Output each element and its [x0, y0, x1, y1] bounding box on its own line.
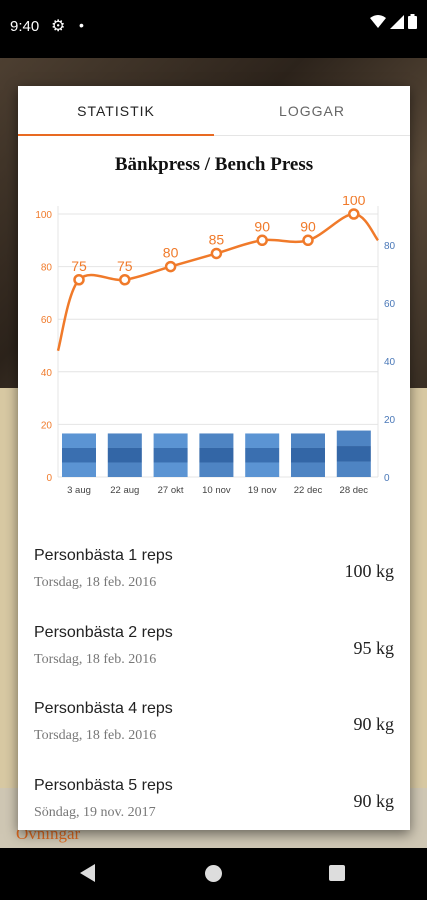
data-label: 75	[117, 258, 133, 274]
volume-bar-shade	[336, 430, 371, 477]
wifi-icon	[370, 14, 386, 28]
record-date: Torsdag, 18 feb. 2016	[34, 575, 157, 590]
left-axis-tick-label: 60	[41, 315, 53, 326]
x-axis-tick-label: 3 aug	[67, 485, 91, 496]
data-point	[348, 208, 360, 220]
status-time: 9:40	[10, 18, 40, 35]
data-label: 85	[209, 231, 225, 247]
right-axis-tick-label: 20	[384, 415, 396, 426]
battery-icon	[408, 14, 417, 29]
record-value: 100 kg	[344, 561, 395, 581]
tab-statistik[interactable]: STATISTIK	[77, 103, 155, 119]
data-label: 80	[163, 245, 179, 261]
data-label: 75	[71, 258, 87, 274]
volume-bar	[107, 462, 142, 477]
left-axis-tick-label: 0	[46, 473, 52, 484]
record-title: Personbästa 4 reps	[34, 700, 173, 717]
record-value: 90 kg	[353, 714, 395, 734]
x-axis-tick-label: 28 dec	[340, 485, 369, 496]
data-label: 90	[300, 218, 316, 234]
list-item[interactable]: Personbästa 2 reps Torsdag, 18 feb. 2016…	[18, 608, 410, 685]
status-icons	[370, 14, 417, 29]
data-point	[164, 260, 177, 273]
volume-bar	[336, 430, 371, 447]
tab-loggar[interactable]: LOGGAR	[279, 103, 345, 119]
volume-bar	[199, 433, 234, 448]
home-icon[interactable]	[205, 865, 222, 882]
volume-bar	[153, 447, 188, 463]
volume-bar	[245, 462, 280, 477]
volume-bar	[153, 462, 188, 477]
volume-bar	[107, 433, 142, 448]
x-axis-tick-label: 22 dec	[294, 485, 323, 496]
list-item[interactable]: Personbästa 5 reps Söndag, 19 nov. 2017 …	[18, 761, 410, 830]
volume-bar	[199, 462, 234, 477]
record-date: Torsdag, 18 feb. 2016	[34, 728, 157, 743]
x-axis-tick-label: 27 okt	[158, 485, 184, 496]
data-point	[210, 247, 223, 260]
volume-bar	[245, 433, 280, 448]
recent-apps-icon[interactable]	[329, 865, 345, 881]
left-axis-tick-label: 100	[35, 210, 52, 221]
data-point	[119, 274, 131, 286]
right-axis-tick-label: 80	[384, 241, 396, 252]
data-point	[73, 274, 85, 286]
volume-bar	[291, 433, 325, 448]
volume-bar	[153, 433, 188, 448]
left-axis-tick-label: 40	[41, 368, 53, 379]
record-date: Söndag, 19 nov. 2017	[34, 805, 156, 820]
record-title: Personbästa 2 reps	[34, 624, 173, 641]
left-axis-tick-label: 80	[41, 263, 53, 274]
volume-bar	[62, 447, 96, 463]
data-point	[302, 234, 314, 247]
navigation-bar	[0, 848, 427, 900]
volume-bar-shade	[107, 433, 142, 477]
volume-bar	[291, 447, 325, 463]
gear-icon: ⚙	[51, 18, 66, 35]
right-axis-tick-label: 0	[384, 473, 390, 484]
statistics-dialog: STATISTIK LOGGAR Bänkpress / Bench Press…	[18, 86, 410, 830]
record-value: 90 kg	[353, 791, 395, 811]
status-bar: 9:40 ⚙ •	[0, 0, 427, 58]
volume-bar	[336, 446, 371, 462]
data-point	[256, 234, 268, 247]
x-axis-tick-label: 22 aug	[110, 485, 139, 496]
volume-bar	[336, 461, 371, 477]
active-tab-indicator	[18, 134, 214, 136]
data-label: 100	[342, 196, 366, 208]
signal-icon	[390, 14, 404, 29]
volume-bar	[62, 462, 96, 477]
list-item[interactable]: Personbästa 1 reps Torsdag, 18 feb. 2016…	[18, 531, 410, 608]
volume-bar-shade	[291, 433, 325, 477]
volume-bar	[245, 447, 280, 463]
back-icon[interactable]	[80, 864, 95, 882]
volume-bar	[199, 447, 234, 463]
record-date: Torsdag, 18 feb. 2016	[34, 652, 157, 667]
x-axis-tick-label: 19 nov	[248, 485, 277, 496]
progress-chart: 0 20 40 60 80 100 0 20 40 60 80 3 aug 22 aug 27 okt 10…	[35, 196, 396, 496]
left-axis-tick-label: 20	[41, 420, 53, 431]
chart-title: Bänkpress / Bench Press	[114, 154, 314, 175]
volume-bar	[62, 433, 96, 448]
notification-dot: •	[79, 17, 84, 33]
right-axis-tick-label: 40	[384, 357, 396, 368]
list-item[interactable]: Personbästa 4 reps Torsdag, 18 feb. 2016…	[18, 684, 410, 761]
x-axis-tick-label: 10 nov	[202, 485, 231, 496]
volume-bar	[291, 462, 325, 477]
record-value: 95 kg	[353, 638, 395, 658]
record-title: Personbästa 5 reps	[34, 777, 173, 794]
volume-bar	[107, 447, 142, 463]
right-axis-tick-label: 60	[384, 299, 396, 310]
volume-bar-shade	[199, 433, 234, 477]
record-title: Personbästa 1 reps	[34, 547, 173, 564]
data-label: 90	[254, 218, 270, 234]
tab-bar: STATISTIK LOGGAR	[18, 86, 410, 136]
